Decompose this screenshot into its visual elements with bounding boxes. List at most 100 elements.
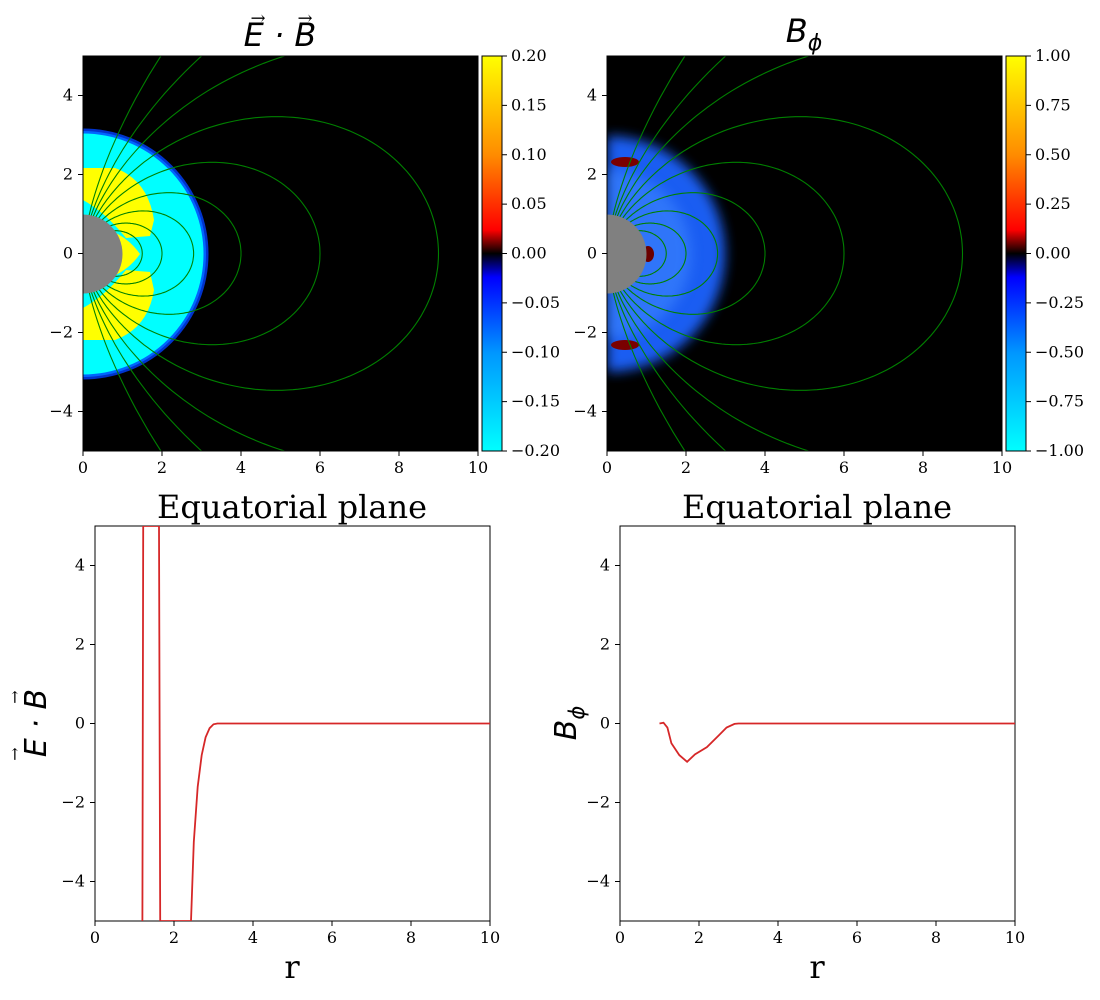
eb-line-ytick-label: 4: [75, 556, 85, 575]
line-bphi-ylabel-text: Bϕ: [549, 706, 589, 741]
colorbar-tick-label: −0.50: [1035, 342, 1084, 361]
eb-line-xtick-label: 0: [90, 928, 100, 947]
eb-map-ytick-label: 0: [63, 244, 73, 263]
field-line: [83, 161, 321, 346]
colorbar-tick-label: 1.00: [1035, 46, 1071, 65]
colorbar-bphi-ticks: 1.00 0.75 0.50 0.25 0.00 −0.25 −0.50 −0.75 −1.00: [1026, 46, 1084, 460]
eb-map-ytick-label: 4: [63, 86, 73, 105]
colorbar-tick-label: 0.15: [511, 95, 547, 114]
ylabel-arrow-e-icon: →: [5, 747, 24, 760]
field-line: [83, 56, 287, 451]
heatmap-eb-axes: 0 2 4 6 8 10 4 2 0 −2 −4: [49, 86, 488, 478]
eb-map-xtick-label: 10: [468, 458, 488, 477]
eb-line-ytick-label: 0: [75, 714, 85, 733]
heatmap-eb-positive-band-top: [83, 168, 154, 238]
bphi-map-ytick-label: 0: [587, 244, 597, 263]
line-eb-xlabel: r: [284, 948, 300, 986]
colorbar-tick-label: −1.00: [1035, 441, 1084, 460]
bphi-map-xtick-label: 2: [681, 458, 691, 477]
line-eb-ylabel-text: E · B: [19, 689, 54, 757]
colorbar-tick-label: −0.15: [511, 392, 560, 411]
bphi-map-xtick-label: 6: [839, 458, 849, 477]
eb-map-xtick-label: 8: [394, 458, 404, 477]
bphi-map-ytick-label: 2: [587, 165, 597, 184]
colorbar-tick-label: −0.25: [1035, 293, 1084, 312]
bphi-map-xtick-label: 10: [992, 458, 1012, 477]
eb-map-xtick-label: 2: [157, 458, 167, 477]
bphi-line-xtick-label: 4: [773, 928, 783, 947]
line-eb-title: Equatorial plane: [157, 488, 427, 526]
line-bphi-title: Equatorial plane: [682, 488, 952, 526]
bphi-map-xtick-label: 8: [918, 458, 928, 477]
line-eb-series: [141, 526, 490, 921]
bphi-line-ytick-label: −2: [586, 793, 610, 812]
line-bphi-ylabel: Bϕ: [549, 706, 589, 741]
eb-line-xtick-label: 4: [248, 928, 258, 947]
field-line: [83, 192, 242, 315]
star-eb: [83, 214, 123, 294]
colorbar-tick-label: 0.05: [511, 194, 547, 213]
bphi-line-ytick-label: 2: [600, 635, 610, 654]
colorbar-tick-label: 0.75: [1035, 95, 1071, 114]
bphi-map-ytick-label: −4: [573, 402, 597, 421]
heatmap-bphi-panel: Bϕ 0 2 4 6 8 10 4 2 0 −2 −4 1.00 0.75 0.50 0.25 0.00 −0…: [573, 12, 1084, 478]
line-bphi-series: [659, 721, 1015, 764]
field-line: [607, 56, 727, 451]
colorbar-tick-label: 0.00: [511, 244, 547, 263]
bphi-map-ytick-label: −2: [573, 323, 597, 342]
eb-line-xtick-label: 6: [327, 928, 337, 947]
field-line: [607, 56, 811, 451]
colorbar-tick-label: 0.10: [511, 145, 547, 164]
heatmap-bphi-spot-bottom: [611, 340, 639, 350]
star-bphi: [607, 214, 647, 294]
bphi-line-xtick-label: 10: [1005, 928, 1025, 947]
colorbar-tick-label: −0.20: [511, 441, 560, 460]
line-bphi-panel: Equatorial plane 0 2 4 6 8 10 4 2 0 −2 −4 r Bϕ: [549, 488, 1025, 986]
colorbar-tick-label: −0.05: [511, 293, 560, 312]
line-bphi-axes: 0 2 4 6 8 10 4 2 0 −2 −4: [586, 556, 1025, 948]
bphi-map-xtick-label: 0: [602, 458, 612, 477]
field-line: [83, 56, 203, 451]
field-line: [83, 116, 440, 391]
eb-line-xtick-label: 2: [169, 928, 179, 947]
ylabel-arrow-b-icon: →: [5, 690, 24, 703]
line-eb-axes: 0 2 4 6 8 10 4 2 0 −2 −4: [61, 556, 500, 948]
heatmap-eb-negative-rim: [83, 128, 209, 380]
vector-arrow-e-icon: →: [250, 8, 265, 29]
bphi-line-xtick-label: 0: [615, 928, 625, 947]
line-eb-panel: Equatorial plane 0 2 4 6 8 10 4 2 0 −2 −4 r E · B …: [5, 488, 500, 986]
bphi-map-ytick-label: 4: [587, 86, 597, 105]
bphi-line-xtick-label: 2: [694, 928, 704, 947]
heatmap-eb-title: E · B: [244, 16, 317, 54]
field-line: [607, 161, 845, 346]
line-eb-ylabel: E · B → →: [5, 689, 54, 761]
eb-line-ytick-label: 2: [75, 635, 85, 654]
eb-map-xtick-label: 6: [315, 458, 325, 477]
title-eb-dot: ·: [264, 16, 295, 54]
eb-map-ytick-label: −2: [49, 323, 73, 342]
colorbar-eb: [481, 55, 503, 452]
colorbar-eb-ticks: 0.20 0.15 0.10 0.05 0.00 −0.05 −0.10 −0.15 −0.20: [502, 46, 560, 460]
field-line: [607, 192, 766, 315]
heatmap-bphi-spot-top: [611, 157, 639, 167]
colorbar-bphi: [1005, 55, 1027, 452]
bphi-map-xtick-label: 4: [760, 458, 770, 477]
eb-map-ytick-label: 2: [63, 165, 73, 184]
eb-line-ytick-label: −4: [61, 872, 85, 891]
colorbar-tick-label: −0.75: [1035, 392, 1084, 411]
eb-map-ytick-label: −4: [49, 402, 73, 421]
colorbar-tick-label: −0.10: [511, 342, 560, 361]
field-line: [607, 116, 964, 391]
eb-map-xtick-label: 4: [236, 458, 246, 477]
colorbar-tick-label: 0.50: [1035, 145, 1071, 164]
bphi-line-xtick-label: 6: [852, 928, 862, 947]
bphi-line-ytick-label: 4: [600, 556, 610, 575]
colorbar-tick-label: 0.25: [1035, 194, 1071, 213]
line-bphi-xlabel: r: [809, 948, 825, 986]
heatmap-eb-panel: E · B → → 0 2 4 6 8 10 4 2 0 −2 −4 0.20 0.15 0.10 0.0…: [49, 8, 560, 478]
title-eb-e: E: [244, 16, 265, 54]
vector-arrow-b-icon: →: [297, 8, 312, 29]
colorbar-tick-label: 0.00: [1035, 244, 1071, 263]
colorbar-tick-label: 0.20: [511, 46, 547, 65]
heatmap-bphi-axes: 0 2 4 6 8 10 4 2 0 −2 −4: [573, 86, 1012, 478]
